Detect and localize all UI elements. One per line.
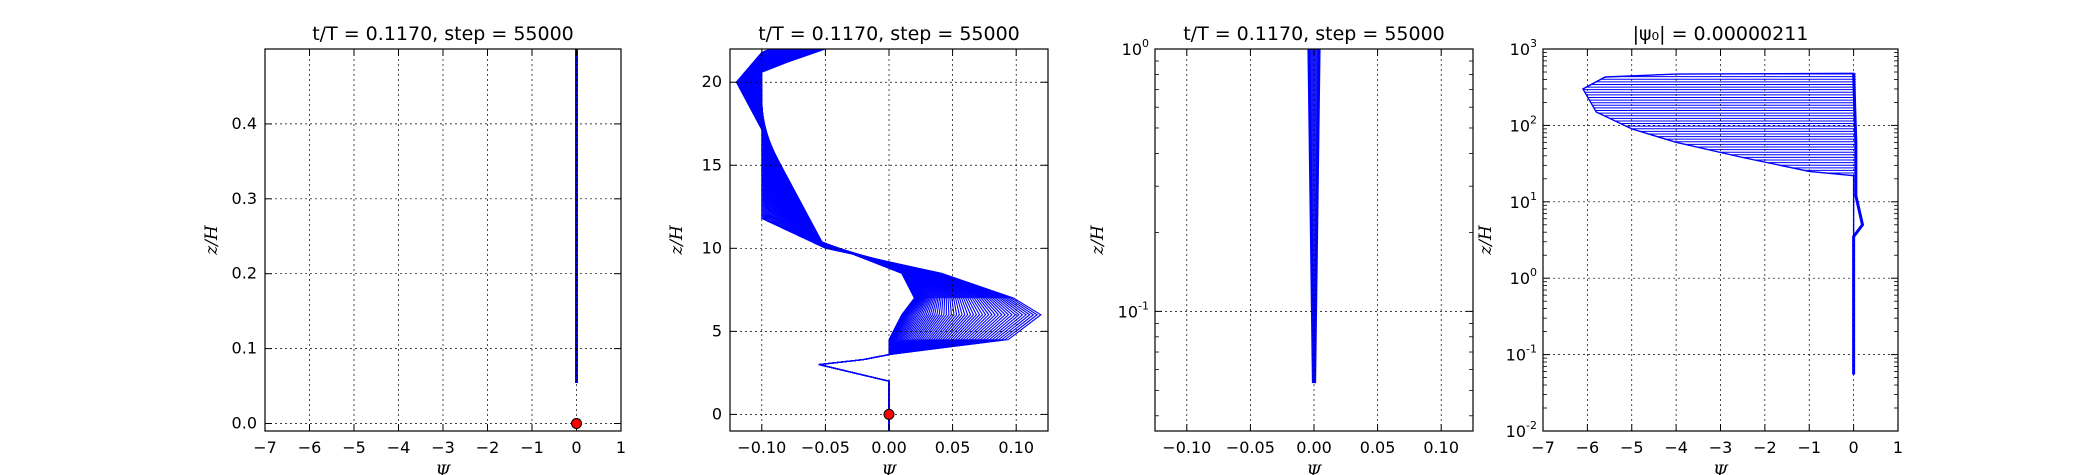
x-tick-label: 1: [616, 438, 626, 457]
x-tick-label: −3: [1709, 438, 1733, 457]
x-tick-label: −0.10: [737, 438, 786, 457]
x-axis-label: Ψ: [882, 462, 898, 475]
x-tick-label: −0.10: [1162, 438, 1211, 457]
x-tick-label: 0.00: [1296, 438, 1332, 457]
plot-frame: [1542, 48, 1899, 432]
y-tick-label: 0.4: [232, 114, 257, 133]
y-tick-label: 10-1: [1506, 343, 1537, 365]
y-tick-base: 10: [1122, 40, 1142, 59]
y-tick-base: 10: [1506, 346, 1526, 365]
y-tick-label: 10: [702, 238, 722, 257]
y-tick-label: 0.2: [232, 264, 257, 283]
x-tick-label: −2: [476, 438, 500, 457]
x-tick-label: −6: [1576, 438, 1600, 457]
chart-panel-1: −7 −6 −5 −4 −3 −2 −1 0 1 0.0 0.1 0.2 0.3 0.4 t/T = 0.…: [202, 23, 626, 475]
plot-frame: [264, 48, 622, 432]
x-tick-label: 0.05: [935, 438, 971, 457]
y-tick-label: 101: [1510, 190, 1537, 212]
x-tick-label: −1: [1797, 438, 1821, 457]
chart-title: t/T = 0.1170, step = 55000: [312, 23, 574, 45]
y-tick-base: 10: [1510, 193, 1530, 212]
chart-title: t/T = 0.1170, step = 55000: [758, 23, 1020, 45]
y-tick-label: 10-1: [1118, 299, 1149, 321]
y-axis-label: z/H: [667, 224, 687, 256]
y-tick-base: 10: [1118, 302, 1138, 321]
y-tick-label: 15: [702, 155, 722, 174]
x-tick-label: −2: [1753, 438, 1777, 457]
y-tick-base: 10: [1510, 269, 1530, 288]
y-tick-exponent: 2: [1530, 113, 1537, 126]
y-tick-label: 100: [1122, 37, 1149, 59]
x-tick-label: −0.05: [1226, 438, 1275, 457]
y-tick-exponent: 1: [1530, 190, 1537, 203]
x-axis-label: Ψ: [1713, 462, 1729, 475]
y-tick-label: 0.0: [232, 414, 257, 433]
y-tick-base: 10: [1510, 40, 1530, 59]
x-axis-label: Ψ: [1307, 462, 1323, 475]
y-axis-label: z/H: [202, 224, 222, 256]
y-tick-label: 5: [712, 321, 722, 340]
x-tick-label: −4: [387, 438, 411, 457]
tick-marks: −7 −6 −5 −4 −3 −2 −1 0 1 0.0 0.1 0.2 0.3 0.4: [232, 49, 626, 457]
x-tick-label: −7: [1531, 438, 1555, 457]
y-tick-label: 20: [702, 72, 722, 91]
x-tick-label: −7: [253, 438, 277, 457]
y-tick-base: 10: [1510, 116, 1530, 135]
tick-marks: −0.10 −0.05 0.00 0.05 0.10 0 5 10 15 20: [702, 49, 1048, 457]
x-tick-label: 0.00: [871, 438, 907, 457]
x-tick-label: 0.05: [1360, 438, 1396, 457]
chart-panel-2: −0.10 −0.05 0.00 0.05 0.10 0 5 10 15 20 t/T = 0.1…: [667, 23, 1049, 475]
y-tick-exponent: 0: [1530, 266, 1537, 279]
y-tick-label: 0.3: [232, 189, 257, 208]
y-axis-label: z/H: [1476, 224, 1496, 256]
y-tick-label: 10-2: [1506, 419, 1537, 441]
x-tick-label: 1: [1893, 438, 1903, 457]
plot-frame: [729, 48, 1049, 432]
y-tick-exponent: -2: [1526, 419, 1537, 432]
x-tick-label: −5: [342, 438, 366, 457]
plot-frame: [1154, 48, 1474, 432]
y-tick-label: 103: [1510, 37, 1537, 59]
x-tick-label: 0: [571, 438, 581, 457]
plot-area: [735, 49, 1042, 431]
chart-title: t/T = 0.1170, step = 55000: [1183, 23, 1445, 45]
y-tick-exponent: -1: [1526, 343, 1537, 356]
x-tick-label: 0.10: [1423, 438, 1459, 457]
chart-title: |ψ₀| = 0.00000211: [1633, 23, 1809, 45]
x-axis-label: Ψ: [436, 462, 452, 475]
x-tick-label: 0: [1849, 438, 1859, 457]
x-tick-label: −5: [1620, 438, 1644, 457]
x-tick-label: −3: [431, 438, 455, 457]
y-tick-exponent: -1: [1138, 299, 1149, 312]
x-tick-label: 0.10: [998, 438, 1034, 457]
y-tick-base: 10: [1506, 422, 1526, 441]
y-axis-label: z/H: [1088, 224, 1108, 256]
y-tick-label: 0: [712, 404, 722, 423]
y-tick-exponent: 0: [1142, 37, 1149, 50]
y-tick-label: 100: [1510, 266, 1537, 288]
plot-area: [1581, 72, 1865, 375]
y-tick-exponent: 3: [1530, 37, 1537, 50]
y-tick-label: 0.1: [232, 339, 257, 358]
y-tick-label: 102: [1510, 113, 1537, 135]
x-tick-label: −0.05: [801, 438, 850, 457]
data-marker: [883, 408, 895, 420]
x-tick-label: −6: [298, 438, 322, 457]
x-tick-label: −1: [520, 438, 544, 457]
data-marker: [571, 418, 582, 430]
x-tick-label: −4: [1664, 438, 1688, 457]
